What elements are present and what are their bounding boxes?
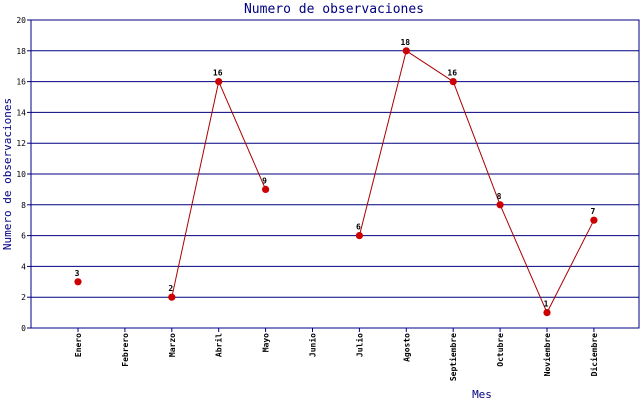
data-label: 16	[213, 69, 223, 78]
data-point	[496, 201, 504, 209]
series-line-segment	[218, 81, 267, 190]
data-label: 8	[497, 192, 502, 201]
data-point	[543, 309, 551, 317]
series-line-segment	[171, 81, 220, 298]
series-line-segment	[499, 204, 548, 313]
x-tick-label: Septiembre	[448, 333, 458, 381]
y-tick-label: 0	[21, 324, 26, 333]
x-tick-label: Marzo	[168, 333, 177, 357]
x-tick-label: Febrero	[121, 333, 130, 367]
series-observaciones: 3 2 16 9 6 18 16 8 1 7	[74, 38, 598, 317]
y-tick-label: 18	[16, 47, 26, 56]
x-tick-label: Mayo	[262, 333, 271, 352]
x-tick-label: Diciembre	[589, 333, 599, 377]
y-tick-label: 16	[16, 78, 26, 87]
data-point	[355, 232, 363, 240]
data-label: 16	[447, 69, 457, 78]
series-line-segment	[546, 219, 595, 313]
x-tick-label: Agosto	[402, 333, 411, 362]
y-tick-label: 20	[16, 16, 26, 25]
data-point	[449, 78, 457, 86]
y-tick-label: 14	[16, 108, 26, 117]
data-point	[402, 47, 410, 55]
data-point	[74, 278, 82, 286]
x-tick-label: Enero	[74, 333, 83, 357]
y-tick-label: 6	[21, 232, 26, 241]
data-point	[590, 216, 598, 224]
data-label: 18	[400, 38, 410, 47]
data-point	[262, 185, 270, 193]
data-label: 2	[168, 284, 173, 293]
y-tick-label: 12	[16, 139, 26, 148]
grid-lines	[31, 19, 639, 329]
data-point	[215, 78, 223, 86]
data-label: 1	[544, 300, 549, 309]
x-tick-label: Junio	[308, 333, 318, 357]
data-label: 9	[262, 176, 267, 185]
x-axis-label: Mes	[472, 388, 492, 400]
series-line-segment	[452, 81, 501, 205]
y-axis-label: Numero de observaciones	[1, 98, 14, 250]
data-label: 3	[75, 269, 80, 278]
plot-area-frame	[30, 19, 640, 329]
x-tick-label: Abril	[214, 333, 224, 357]
y-tick-label: 4	[21, 262, 26, 271]
data-point	[168, 293, 176, 301]
series-line-segment	[358, 50, 407, 236]
x-tick-label: Noviembre	[542, 333, 552, 377]
chart-title: Numero de observaciones	[244, 2, 424, 17]
y-tick-label: 10	[16, 170, 26, 179]
data-label: 6	[356, 223, 361, 232]
data-label: 7	[590, 207, 595, 216]
x-tick-label: Octubre	[496, 333, 505, 367]
x-axis-ticks: Enero Febrero Marzo Abril Mayo Junio Julio Agos…	[74, 328, 599, 381]
series-line-segment	[406, 50, 454, 83]
y-tick-label: 8	[21, 201, 26, 210]
x-tick-label: Julio	[354, 333, 364, 357]
y-tick-label: 2	[21, 293, 26, 302]
y-axis-ticks: 0 2 4 6 8 10 12 14 16 18 20	[16, 16, 31, 333]
